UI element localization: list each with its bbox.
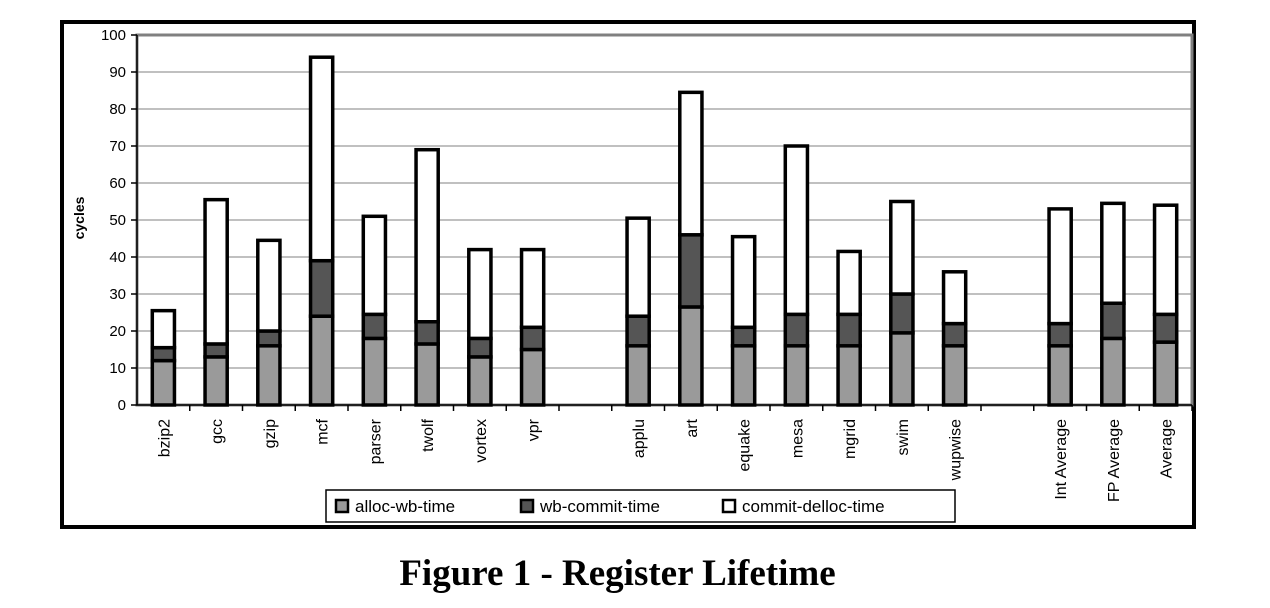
y-tick-label: 20	[109, 323, 126, 340]
x-tick-label: gcc	[209, 419, 226, 444]
bar-segment	[625, 216, 651, 318]
bar-segment	[150, 358, 177, 407]
stacked-bar-chart: 0 10 20 30 40 50 60 70 80 90 100 cycles bzip2 gcc gz…	[60, 20, 1196, 529]
bars	[150, 55, 1179, 407]
y-tick-label: 90	[109, 64, 126, 81]
bar-segment	[889, 331, 915, 407]
x-tick-label: mesa	[789, 419, 806, 458]
bar-segment	[1047, 321, 1073, 348]
bar-segment	[836, 312, 862, 348]
bar-segment	[519, 325, 546, 352]
bar-segment	[308, 314, 335, 407]
bar-segment	[1100, 301, 1126, 341]
y-tick-label: 70	[109, 138, 126, 155]
bar-segment	[941, 321, 968, 348]
x-tick-label: parser	[367, 418, 384, 464]
legend-label: commit-delloc-time	[742, 497, 885, 516]
bar-segment	[308, 258, 335, 318]
bar-segment	[836, 344, 862, 407]
bar-segment	[414, 147, 440, 324]
x-tick-label: vortex	[473, 419, 490, 463]
legend-swatch	[721, 498, 737, 514]
y-tick-label: 0	[118, 397, 126, 414]
bar-segment	[678, 305, 704, 407]
bar-segment	[1152, 312, 1179, 344]
legend-label: wb-commit-time	[539, 497, 660, 516]
bar-segment	[783, 344, 810, 407]
x-tick-label: FP Average	[1106, 419, 1123, 502]
x-tick-label: swim	[895, 419, 912, 455]
legend-swatch	[334, 498, 350, 514]
x-tick-label: mcf	[315, 418, 332, 444]
bar-segment	[889, 292, 915, 335]
x-tick-label: twolf	[420, 418, 437, 451]
y-tick-label: 50	[109, 212, 126, 229]
bar-segment	[256, 344, 282, 407]
legend-label: alloc-wb-time	[355, 497, 455, 516]
bar-segment	[941, 344, 968, 407]
x-tick-label: wupwise	[948, 419, 965, 481]
bar-segment	[467, 247, 493, 341]
bar-segment	[1047, 207, 1073, 326]
y-tick-label: 30	[109, 286, 126, 303]
x-tick-label: bzip2	[156, 419, 173, 457]
bar-segment	[203, 342, 229, 359]
bar-segment	[1100, 336, 1126, 407]
bar-segment	[625, 314, 651, 348]
legend-box	[325, 489, 956, 523]
bar-segment	[730, 234, 757, 330]
bar-segment	[1152, 203, 1179, 317]
x-axis-labels: bzip2 gcc gzip mcf parser twolf vortex vpr applu…	[156, 405, 1193, 502]
bar-segment	[678, 233, 704, 309]
bar-segment	[889, 199, 915, 296]
bar-segment	[361, 312, 388, 341]
y-tick-label: 40	[109, 249, 126, 266]
x-tick-label: mgrid	[842, 419, 859, 459]
bar-segment	[519, 347, 546, 407]
x-tick-label: gzip	[262, 419, 279, 448]
x-tick-label: art	[684, 418, 701, 437]
bar-segment	[414, 342, 440, 407]
y-axis-label: cycles	[71, 196, 87, 239]
x-tick-label: applu	[631, 419, 648, 458]
bar-segment	[941, 270, 968, 326]
x-tick-label: Average	[1159, 419, 1176, 478]
x-tick-label: Int Average	[1053, 419, 1070, 500]
y-tick-label: 10	[109, 360, 126, 377]
bar-segment	[256, 329, 282, 348]
bar-segment	[150, 308, 177, 350]
bar-segment	[256, 238, 282, 333]
figure-caption: Figure 1 - Register Lifetime	[399, 553, 836, 594]
bar-segment	[678, 90, 704, 237]
bar-segment	[308, 55, 335, 263]
x-tick-label: equake	[737, 419, 754, 472]
bar-segment	[783, 144, 810, 317]
bar-segment	[1100, 201, 1126, 306]
bar-segment	[1152, 340, 1179, 407]
bar-segment	[519, 247, 546, 330]
y-tick-label: 60	[109, 175, 126, 192]
bar-segment	[730, 344, 757, 407]
bar-segment	[467, 336, 493, 359]
bar-segment	[203, 355, 229, 407]
bar-segment	[467, 355, 493, 407]
bar-segment	[836, 249, 862, 317]
bar-segment	[1047, 344, 1073, 407]
y-tick-label: 100	[101, 27, 126, 44]
bar-segment	[150, 345, 177, 363]
bar-segment	[414, 320, 440, 346]
bar-segment	[730, 325, 757, 348]
legend-swatch	[519, 498, 535, 514]
bar-segment	[361, 214, 388, 317]
bar-segment	[625, 344, 651, 407]
bar-segment	[361, 336, 388, 407]
legend: alloc-wb-time wb-commit-time commit-delloc…	[325, 489, 956, 523]
bar-segment	[203, 197, 229, 346]
bar-segment	[783, 312, 810, 348]
y-tick-label: 80	[109, 101, 126, 118]
x-tick-label: vpr	[526, 418, 543, 441]
